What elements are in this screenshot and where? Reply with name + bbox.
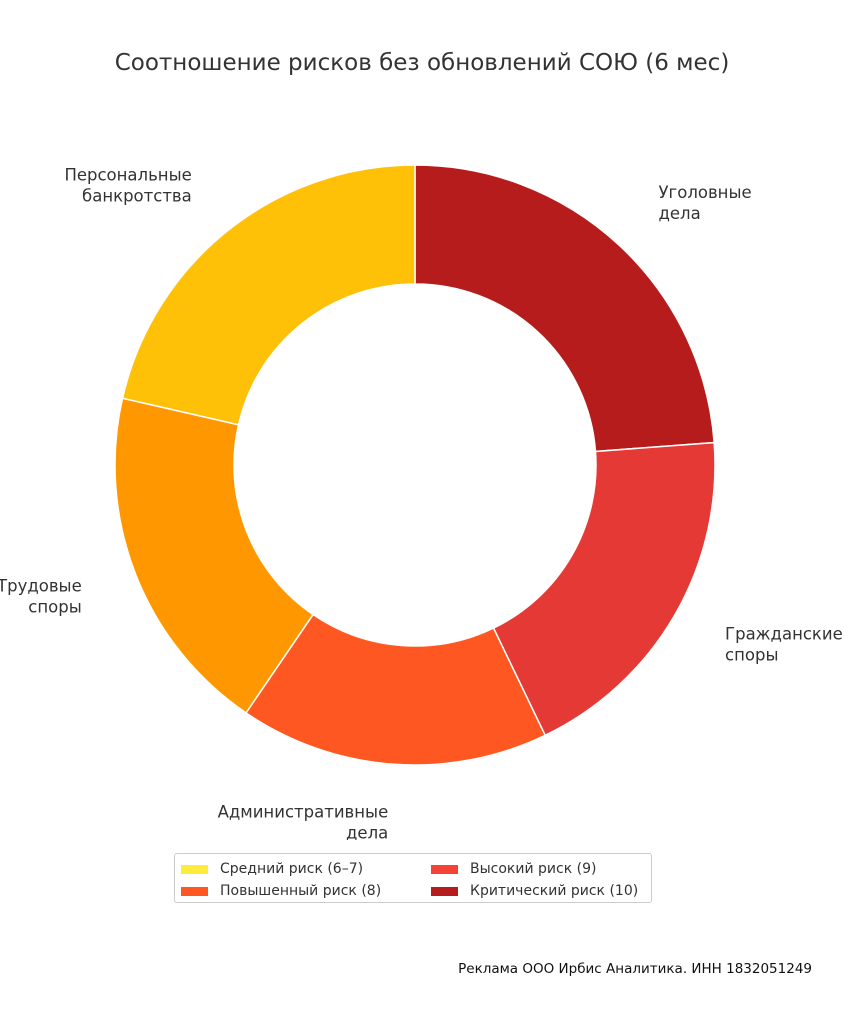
legend-item-critical-risk: Критический риск (10)	[431, 880, 649, 902]
legend-label: Высокий риск (9)	[470, 861, 597, 877]
donut-slice-1	[414, 164, 715, 453]
chart-title: Соотношение рисков без обновлений СОЮ (6…	[114, 50, 730, 76]
ad-disclaimer: Реклама ООО Ирбис Аналитика. ИНН 1832051…	[458, 961, 812, 977]
legend-swatch	[431, 886, 458, 896]
legend-swatch	[431, 864, 458, 874]
slice-label-1: Уголовные дела	[659, 183, 752, 223]
legend-swatch	[181, 864, 208, 874]
donut-slice-4	[114, 397, 315, 714]
legend-item-high-risk: Высокий риск (9)	[431, 858, 649, 880]
slice-label-5: Персональные банкротства	[64, 166, 191, 206]
slice-label-2: Гражданские споры	[725, 625, 843, 665]
legend-label: Повышенный риск (8)	[220, 883, 382, 899]
donut-slice-3	[244, 613, 547, 766]
donut-slice-5	[121, 164, 416, 426]
slice-label-3: Административные дела	[218, 802, 389, 840]
legend-item-medium-risk: Средний риск (6–7)	[181, 858, 431, 880]
donut-chart: Уголовные дела Гражданские споры Администрат…	[0, 164, 843, 840]
legend: Средний риск (6–7) Высокий риск (9) Повы…	[174, 853, 652, 903]
legend-label: Средний риск (6–7)	[220, 861, 364, 877]
donut-slice-2	[492, 441, 716, 737]
legend-label: Критический риск (10)	[470, 883, 639, 899]
slice-label-4: Трудовые споры	[0, 576, 82, 616]
legend-swatch	[181, 886, 208, 896]
legend-item-elevated-risk: Повышенный риск (8)	[181, 880, 431, 902]
